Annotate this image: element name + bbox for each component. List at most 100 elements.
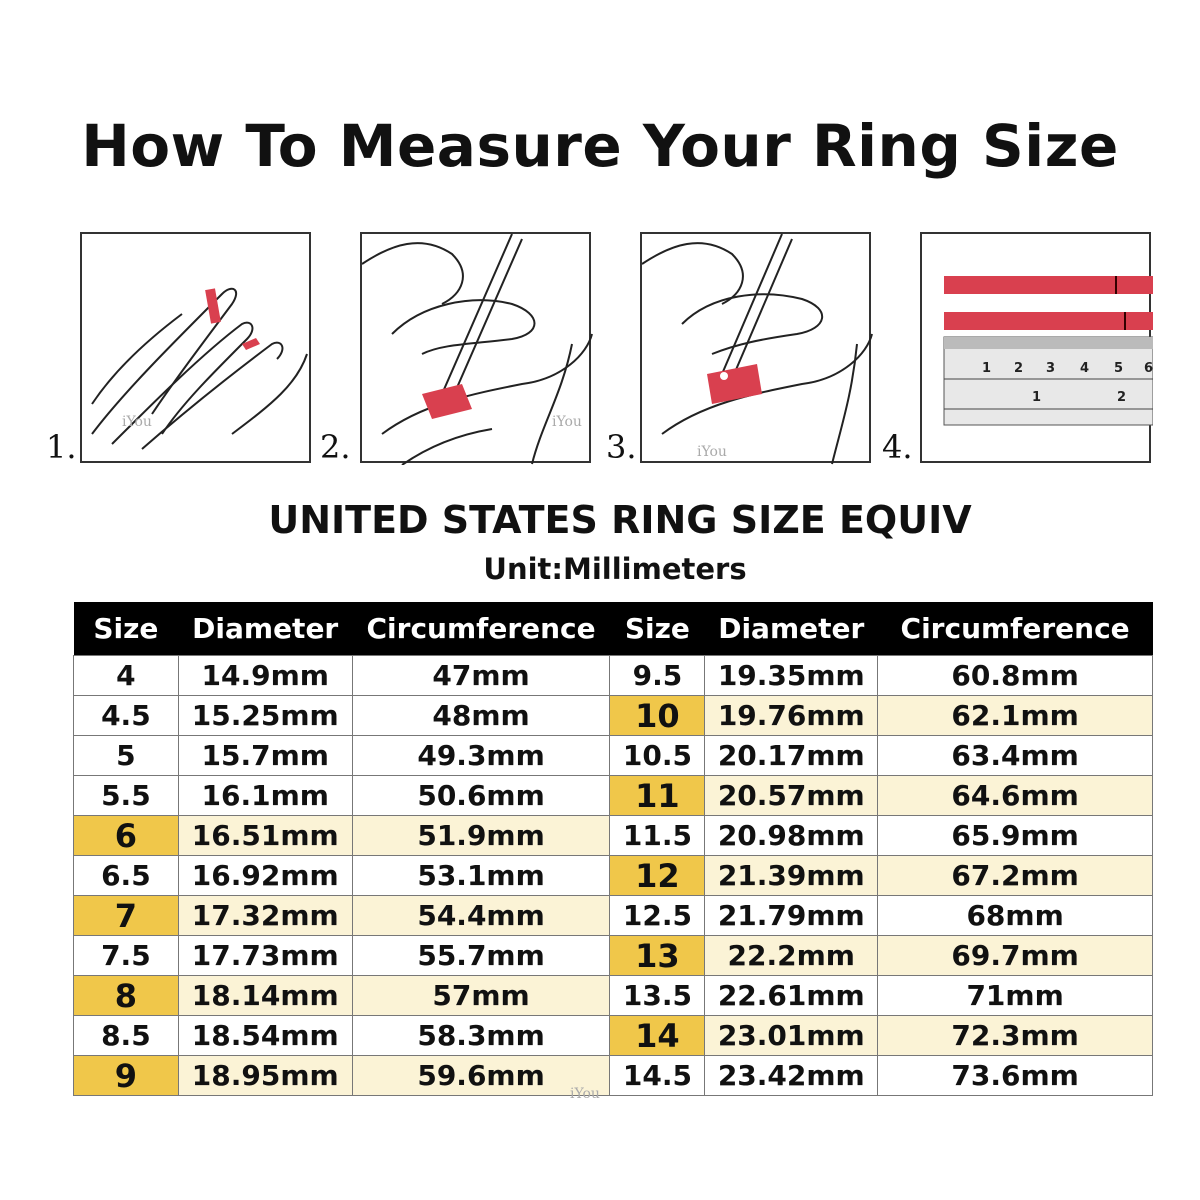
size-cell: 10 [609, 695, 706, 736]
size-cell: 5 [73, 735, 179, 776]
table-row: 5.5 16.1mm 50.6mm 11 20.57mm 64.6mm [73, 775, 1153, 816]
table-row: 9 18.95mm 59.6mm 14.5 23.42mm 73.6mm [73, 1055, 1153, 1096]
size-cell: 12 [609, 855, 706, 896]
circumference-cell: 64.6mm [877, 775, 1153, 816]
step-3-illustration: iYou [640, 232, 873, 465]
watermark: iYou [122, 414, 152, 430]
diameter-cell: 22.61mm [704, 975, 879, 1016]
diameter-cell: 20.98mm [704, 815, 879, 856]
size-cell: 7.5 [73, 935, 179, 976]
circumference-cell: 58.3mm [351, 1015, 611, 1056]
page-title: How To Measure Your Ring Size [81, 112, 1119, 180]
circumference-cell: 50.6mm [351, 775, 611, 816]
step-2-illustration: iYou [360, 232, 593, 465]
table-row: 6 16.51mm 51.9mm 11.5 20.98mm 65.9mm [73, 815, 1153, 856]
circumference-cell: 67.2mm [877, 855, 1153, 896]
size-cell: 9 [73, 1055, 179, 1096]
diameter-cell: 20.17mm [704, 735, 879, 776]
circumference-cell: 63.4mm [877, 735, 1153, 776]
circumference-cell: 59.6mm [351, 1055, 611, 1096]
size-cell: 4 [73, 655, 179, 696]
chart-subtitle: UNITED STATES RING SIZE EQUIV [268, 498, 972, 542]
size-cell: 4.5 [73, 695, 179, 736]
column-header: Diameter [704, 602, 878, 656]
circumference-cell: 57mm [351, 975, 611, 1016]
hand-with-pen-mark-icon [642, 234, 873, 465]
circumference-cell: 71mm [877, 975, 1153, 1016]
size-cell: 11.5 [609, 815, 706, 856]
watermark: iYou [697, 444, 727, 460]
svg-text:1: 1 [1032, 390, 1041, 405]
size-cell: 6 [73, 815, 179, 856]
svg-text:5: 5 [1114, 361, 1123, 376]
diameter-cell: 16.92mm [177, 855, 353, 896]
circumference-cell: 55.7mm [351, 935, 611, 976]
size-cell: 12.5 [609, 895, 706, 936]
diameter-cell: 21.79mm [704, 895, 879, 936]
diameter-cell: 23.42mm [704, 1055, 879, 1096]
diameter-cell: 15.7mm [177, 735, 353, 776]
diameter-cell: 20.57mm [704, 775, 879, 816]
table-row: 4 14.9mm 47mm 9.5 19.35mm 60.8mm [73, 655, 1153, 696]
size-cell: 8 [73, 975, 179, 1016]
circumference-cell: 49.3mm [351, 735, 611, 776]
watermark: iYou [552, 414, 582, 430]
diameter-cell: 22.2mm [704, 935, 879, 976]
step-2-label: 2. [320, 428, 351, 466]
circumference-cell: 72.3mm [877, 1015, 1153, 1056]
hand-with-tape-icon [91, 287, 308, 450]
size-cell: 7 [73, 895, 179, 936]
size-cell: 8.5 [73, 1015, 179, 1056]
diameter-cell: 18.14mm [177, 975, 353, 1016]
circumference-cell: 53.1mm [351, 855, 611, 896]
svg-text:4: 4 [1080, 361, 1089, 376]
size-cell: 10.5 [609, 735, 706, 776]
size-cell: 11 [609, 775, 706, 816]
diameter-cell: 15.25mm [177, 695, 353, 736]
diameter-cell: 19.76mm [704, 695, 879, 736]
diameter-cell: 14.9mm [177, 655, 353, 696]
step-3-label: 3. [606, 428, 637, 466]
column-header: Circumference [877, 602, 1153, 656]
watermark: iYou [570, 1086, 600, 1102]
circumference-cell: 51.9mm [351, 815, 611, 856]
diameter-cell: 19.35mm [704, 655, 879, 696]
column-header: Size [609, 602, 705, 656]
circumference-cell: 60.8mm [877, 655, 1153, 696]
table-row: 8.5 18.54mm 58.3mm 14 23.01mm 72.3mm [73, 1015, 1153, 1056]
table-row: 7 17.32mm 54.4mm 12.5 21.79mm 68mm [73, 895, 1153, 936]
circumference-cell: 69.7mm [877, 935, 1153, 976]
svg-text:1: 1 [982, 361, 991, 376]
size-cell: 14 [609, 1015, 706, 1056]
svg-text:3: 3 [1046, 361, 1055, 376]
table-row: 6.5 16.92mm 53.1mm 12 21.39mm 67.2mm [73, 855, 1153, 896]
diameter-cell: 23.01mm [704, 1015, 879, 1056]
circumference-cell: 48mm [351, 695, 611, 736]
size-cell: 9.5 [609, 655, 706, 696]
unit-label: Unit:Millimeters [483, 552, 747, 586]
circumference-cell: 47mm [351, 655, 611, 696]
table-row: 5 15.7mm 49.3mm 10.5 20.17mm 63.4mm [73, 735, 1153, 776]
svg-text:2: 2 [1014, 361, 1023, 376]
step-1-label: 1. [46, 428, 77, 466]
circumference-cell: 62.1mm [877, 695, 1153, 736]
diameter-cell: 17.32mm [177, 895, 353, 936]
circumference-cell: 68mm [877, 895, 1153, 936]
ring-size-table: Size Diameter Circumference Size Diameter Cir… [73, 602, 1153, 1096]
circumference-cell: 73.6mm [877, 1055, 1153, 1096]
table-row: 4.5 15.25mm 48mm 10 19.76mm 62.1mm [73, 695, 1153, 736]
column-header: Diameter [178, 602, 353, 656]
diameter-cell: 16.1mm [177, 775, 353, 816]
column-header: Size [73, 602, 179, 656]
circumference-cell: 65.9mm [877, 815, 1153, 856]
svg-text:2: 2 [1117, 390, 1126, 405]
table-row: 7.5 17.73mm 55.7mm 13 22.2mm 69.7mm [73, 935, 1153, 976]
column-header: Circumference [352, 602, 610, 656]
table-row: 8 18.14mm 57mm 13.5 22.61mm 71mm [73, 975, 1153, 1016]
diameter-cell: 17.73mm [177, 935, 353, 976]
size-cell: 5.5 [73, 775, 179, 816]
step-1-illustration: iYou [80, 232, 311, 463]
diameter-cell: 16.51mm [177, 815, 353, 856]
